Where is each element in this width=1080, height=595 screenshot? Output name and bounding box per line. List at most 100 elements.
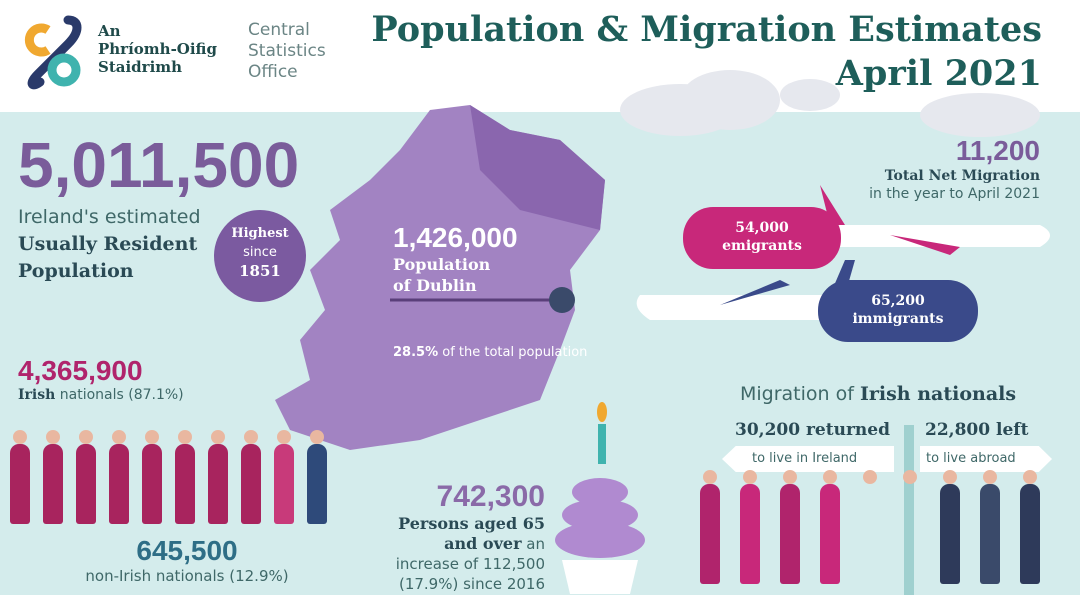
page-title: Population & Migration Estimates April 2…	[371, 8, 1042, 96]
person-head-icon	[79, 430, 93, 444]
left-value: 22,800 left	[925, 420, 1029, 440]
header-band	[0, 0, 1080, 112]
net-migration-stat: 11,200 Total Net Migration in the year t…	[869, 135, 1040, 203]
person-head-icon	[743, 470, 757, 484]
person-icon	[700, 484, 720, 584]
person-head-icon	[703, 470, 717, 484]
people-illustration	[10, 430, 350, 530]
immigrants-value: 65,200	[871, 293, 925, 309]
logo-text: Central	[248, 20, 310, 40]
badge-text: Highest	[231, 226, 289, 241]
logo-text: An	[98, 22, 121, 40]
population-desc-line: Population	[18, 260, 134, 282]
person-icon	[780, 484, 800, 584]
person-icon	[175, 444, 195, 524]
title-line: April 2021	[835, 53, 1042, 94]
population-desc-line: Ireland's estimated	[18, 206, 201, 228]
migrating-people-illustration	[700, 470, 1080, 594]
cupcake-icon	[555, 402, 645, 594]
irish-stat: 4,365,900 Irish nationals (87.1%)	[18, 355, 184, 403]
cloud-decoration-icon	[620, 70, 1040, 137]
person-head-icon	[863, 470, 877, 484]
person-icon	[43, 444, 63, 524]
emigrants-value: 54,000	[735, 220, 789, 236]
person-icon	[860, 484, 880, 584]
irish-desc: nationals (87.1%)	[59, 387, 184, 403]
person-icon	[820, 484, 840, 584]
person-head-icon	[244, 430, 258, 444]
person-icon	[740, 484, 760, 584]
person-head-icon	[145, 430, 159, 444]
person-head-icon	[823, 470, 837, 484]
population-desc-line: Usually Resident	[18, 233, 198, 255]
dublin-label: Population	[393, 255, 491, 274]
emigrants-label: emigrants	[722, 238, 802, 254]
logo-english-name: Central Statistics Office	[248, 20, 326, 83]
logo-text: Statistics	[248, 41, 326, 61]
person-icon	[940, 484, 960, 584]
irish-migration-title: Migration of Irish nationals	[740, 383, 1016, 405]
elderly-label: Persons aged 65 and over	[398, 514, 545, 553]
person-head-icon	[178, 430, 192, 444]
person-icon	[307, 444, 327, 524]
net-migration-label: Total Net Migration	[884, 168, 1040, 184]
net-migration-desc: in the year to April 2021	[869, 186, 1040, 202]
logo-irish-name: An Phríomh-Oifig Staidrimh	[98, 22, 217, 76]
person-icon	[274, 444, 294, 524]
returned-arrow: to live in Ireland	[722, 446, 894, 472]
elderly-desc: an increase of 112,500 (17.9%) since 201…	[395, 535, 545, 593]
person-head-icon	[112, 430, 126, 444]
population-desc: Ireland's estimated Usually Resident Pop…	[18, 204, 201, 285]
person-head-icon	[13, 430, 27, 444]
non-irish-desc: non-Irish nationals (12.9%)	[85, 567, 289, 585]
person-icon	[109, 444, 129, 524]
person-head-icon	[277, 430, 291, 444]
person-icon	[241, 444, 261, 524]
person-head-icon	[310, 430, 324, 444]
person-icon	[208, 444, 228, 524]
person-head-icon	[211, 430, 225, 444]
person-head-icon	[943, 470, 957, 484]
migration-title-text: Migration of	[740, 383, 854, 405]
person-icon	[76, 444, 96, 524]
elderly-value: 742,300	[436, 480, 545, 513]
badge-text: since	[243, 245, 277, 260]
logo-text: Staidrimh	[98, 58, 183, 76]
cso-logo-icon	[24, 15, 82, 90]
person-head-icon	[1023, 470, 1037, 484]
irish-label: Irish	[18, 387, 56, 403]
left-arrow: to live abroad	[920, 446, 1052, 472]
dublin-pct: 28.5%	[393, 345, 439, 360]
person-icon	[142, 444, 162, 524]
highest-badge: Highest since 1851	[214, 210, 306, 302]
non-irish-stat: 645,500 non-Irish nationals (12.9%)	[62, 535, 312, 585]
dublin-pct-desc: of the total population	[442, 345, 588, 360]
net-migration-value: 11,200	[955, 135, 1040, 166]
person-icon	[900, 484, 920, 584]
immigrants-label: immigrants	[852, 311, 944, 327]
person-head-icon	[46, 430, 60, 444]
returned-value: 30,200 returned	[735, 420, 890, 440]
person-head-icon	[983, 470, 997, 484]
person-head-icon	[903, 470, 917, 484]
elderly-stat: 742,300 Persons aged 65 and over an incr…	[395, 480, 545, 594]
dublin-marker-icon	[549, 287, 575, 313]
non-irish-value: 645,500	[136, 535, 238, 566]
title-line: Population & Migration Estimates	[371, 9, 1042, 50]
airplanes-icon	[636, 185, 1050, 320]
badge-text: 1851	[239, 262, 281, 280]
dublin-stat: 1,426,000 Population of Dublin 28.5% of …	[393, 222, 587, 362]
population-value: 5,011,500	[18, 129, 300, 201]
migration-divider	[904, 425, 914, 595]
logo-text: Office	[248, 62, 298, 82]
person-icon	[980, 484, 1000, 584]
ireland-map	[275, 105, 605, 450]
dublin-label: of Dublin	[393, 276, 477, 295]
irish-value: 4,365,900	[18, 355, 143, 386]
emigrants-cloud: 54,000 emigrants	[683, 207, 841, 269]
person-icon	[10, 444, 30, 524]
immigrants-cloud: 65,200 immigrants	[818, 280, 978, 342]
dublin-value: 1,426,000	[393, 222, 518, 253]
person-icon	[1020, 484, 1040, 584]
migration-title-bold: Irish nationals	[859, 383, 1017, 405]
